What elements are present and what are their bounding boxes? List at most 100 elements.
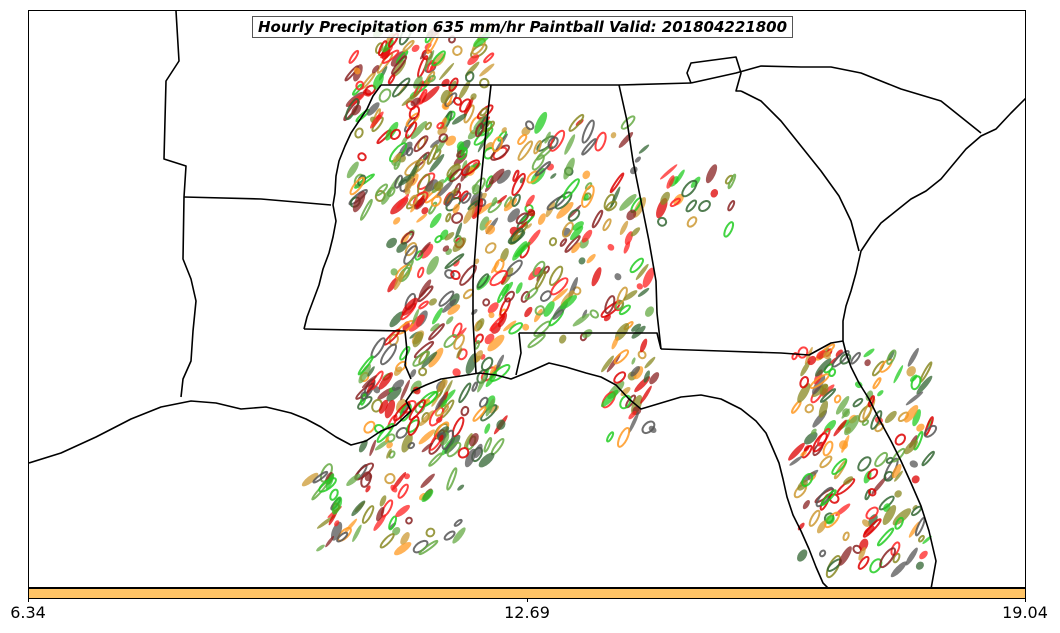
paintball-blob [609, 172, 625, 194]
paintball-blob [864, 359, 871, 367]
paintball-blob [904, 439, 918, 455]
paintball-blob [797, 549, 808, 562]
paintball-blob [660, 164, 678, 180]
paintball-blob [354, 127, 364, 139]
paintball-blob [564, 134, 576, 155]
paintball-blob [892, 552, 901, 564]
paintball-blob [527, 333, 546, 349]
paintball-blob [420, 243, 434, 259]
paintball-blob [674, 169, 685, 185]
paintball-blob [428, 452, 443, 467]
paintball-blob [379, 533, 395, 549]
paintball-blob [867, 468, 879, 480]
paintball-blob [484, 423, 491, 434]
paintball-blob [452, 45, 463, 56]
paintball-blob [439, 62, 455, 81]
paintball-blob [426, 256, 439, 275]
paintball-blob [408, 314, 425, 332]
colorbar-tick-mid: 12.69 [504, 603, 550, 622]
paintball-blob [386, 441, 393, 449]
nc-sc-border-2 [686, 56, 742, 92]
colorbar-tickmark-mid [527, 599, 528, 602]
paintball-blob [604, 295, 616, 315]
paintball-blob [427, 74, 436, 83]
paintball-blob [456, 141, 465, 150]
paintball-blob [822, 440, 834, 457]
paintball-blob [868, 514, 878, 527]
paintball-blob [586, 253, 596, 264]
paintball-blob [568, 113, 585, 132]
paintball-blob [870, 410, 883, 430]
paintball-blob [395, 504, 410, 518]
paintball-blob [483, 52, 495, 64]
paintball-blob [808, 509, 821, 527]
paintball-blob [428, 323, 445, 341]
paintball-blob [552, 288, 569, 302]
paintball-blob [571, 242, 581, 254]
paintball-blob [865, 506, 879, 520]
paintball-blob [857, 456, 872, 472]
paintball-blob [360, 391, 369, 400]
precipitation-map [29, 11, 1025, 587]
paintball-blob [436, 180, 454, 198]
paintball-blob [446, 441, 462, 458]
paintball-blob [375, 183, 389, 197]
paintball-blob [874, 451, 888, 468]
paintball-blob [613, 371, 627, 384]
paintball-blob [393, 401, 411, 422]
paintball-blob [325, 535, 335, 548]
paintball-blob [810, 428, 817, 435]
paintball-blob [619, 394, 632, 410]
paintball-blob [563, 157, 575, 180]
paintball-blob [819, 455, 833, 469]
coastline [29, 362, 829, 587]
paintball-blob [823, 351, 831, 360]
paintball-blob [452, 322, 463, 338]
paintball-blob [907, 347, 919, 367]
paintball-blob [850, 351, 861, 365]
al-fl-border-2 [515, 332, 522, 376]
paintball-blob [614, 323, 630, 341]
paintball-blob [872, 377, 882, 390]
paintball-blob [416, 213, 428, 223]
paintball-blob [488, 168, 505, 185]
paintball-blob [527, 208, 536, 217]
colorbar-tickmark-left [28, 599, 29, 602]
paintball-blob [487, 302, 499, 314]
paintball-blob [433, 181, 444, 191]
paintball-blob [316, 544, 325, 552]
paintball-blob [877, 390, 884, 397]
paintball-blob [591, 209, 604, 229]
paintball-blob [463, 97, 474, 116]
paintball-blob [418, 300, 429, 310]
paintball-blob [485, 398, 495, 417]
paintball-blob [397, 483, 409, 499]
paintball-blob [346, 161, 359, 179]
paintball-blob [452, 527, 466, 544]
paintball-blob [922, 535, 932, 545]
paintball-blob [390, 268, 398, 276]
paintball-blob [461, 160, 468, 170]
paintball-blob [485, 224, 496, 235]
paintball-blob [348, 49, 360, 64]
paintball-blob [453, 518, 463, 527]
paintball-blob [534, 305, 545, 316]
paintball-blob [301, 472, 319, 487]
paintball-blob [334, 520, 340, 527]
paintball-blob [367, 102, 380, 116]
paintball-blob [835, 396, 850, 415]
paintball-blob [572, 221, 584, 231]
paintball-blob [831, 349, 850, 368]
ar-west-border [163, 11, 187, 198]
paintball-blob [611, 336, 619, 350]
paintball-blob [501, 281, 514, 297]
paintball-blob [894, 470, 903, 482]
paintball-blob [443, 333, 458, 349]
paintball-blob [417, 266, 425, 279]
paintball-blob [644, 356, 656, 369]
paintball-blob [346, 473, 361, 487]
paintball-blob [424, 121, 433, 131]
paintball-blob [421, 489, 434, 503]
paintball-blob [488, 312, 495, 319]
paintball-blob [835, 503, 851, 517]
